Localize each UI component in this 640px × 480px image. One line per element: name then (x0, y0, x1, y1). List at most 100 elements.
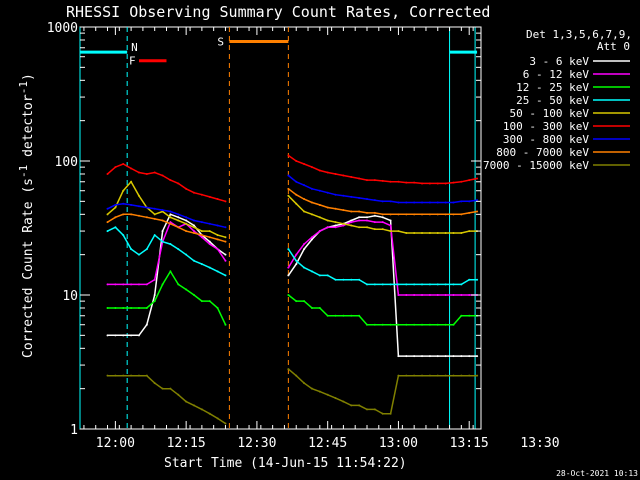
data-point-12-25-kev (200, 300, 203, 303)
data-point-50-100-kev (460, 232, 463, 235)
data-point-300-800-kev (373, 199, 376, 202)
data-point-100-300-kev (200, 193, 203, 196)
data-point-6-12-kev (122, 283, 125, 286)
data-point-6-12-kev (106, 283, 109, 286)
x-tick-label: 13:15 (450, 436, 489, 451)
data-point-300-800-kev (326, 191, 329, 194)
data-point-7000-15000-kev (287, 368, 290, 371)
data-point-300-800-kev (161, 209, 164, 212)
data-point-300-800-kev (334, 193, 337, 196)
x-tick-label: 12:45 (308, 436, 347, 451)
data-point-50-100-kev (114, 206, 117, 209)
data-point-800-7000-kev (373, 211, 376, 214)
y-tick-label: 10 (62, 289, 78, 304)
data-point-12-25-kev (468, 314, 471, 317)
data-point-7000-15000-kev (177, 393, 180, 396)
data-point-300-800-kev (389, 200, 392, 203)
data-point-25-50-kev (193, 259, 196, 262)
data-point-50-100-kev (373, 228, 376, 231)
data-point-7000-15000-kev (153, 382, 156, 385)
data-point-50-100-kev (216, 234, 219, 237)
data-point-3-6-kev (303, 248, 306, 251)
data-point-800-7000-kev (358, 210, 361, 213)
data-point-6-12-kev (130, 283, 133, 286)
data-point-300-800-kev (436, 201, 439, 204)
data-point-12-25-kev (208, 300, 211, 303)
data-point-6-12-kev (114, 283, 117, 286)
data-point-12-25-kev (452, 323, 455, 326)
data-point-300-800-kev (468, 200, 471, 203)
data-point-3-6-kev (295, 263, 298, 266)
data-point-100-300-kev (295, 160, 298, 162)
data-point-3-6-kev (122, 334, 125, 337)
data-point-800-7000-kev (350, 210, 353, 213)
data-point-12-25-kev (303, 300, 306, 303)
data-point-6-12-kev (421, 294, 424, 296)
data-point-300-800-kev (303, 184, 306, 187)
data-point-12-25-kev (326, 314, 329, 317)
data-point-7000-15000-kev (137, 374, 140, 377)
data-point-7000-15000-kev (444, 374, 447, 377)
x-tick-label: 13:30 (520, 436, 559, 451)
plot-frame (79, 26, 482, 430)
data-point-25-50-kev (405, 283, 408, 286)
data-point-300-800-kev (200, 221, 203, 224)
data-point-800-7000-kev (452, 213, 455, 216)
data-point-12-25-kev (122, 306, 125, 309)
data-point-25-50-kev (460, 283, 463, 286)
data-point-3-6-kev (365, 216, 368, 219)
data-point-6-12-kev (436, 294, 439, 296)
data-point-300-800-kev (358, 196, 361, 199)
data-point-12-25-kev (145, 306, 148, 309)
data-point-100-300-kev (436, 182, 439, 185)
data-point-100-300-kev (421, 182, 424, 185)
data-point-3-6-kev (287, 274, 290, 277)
data-point-50-100-kev (161, 210, 164, 213)
data-point-300-800-kev (224, 226, 227, 229)
data-point-800-7000-kev (303, 198, 306, 201)
data-point-300-800-kev (405, 201, 408, 204)
data-point-800-7000-kev (342, 209, 345, 212)
data-point-7000-15000-kev (373, 408, 376, 411)
data-point-6-12-kev (365, 219, 368, 222)
data-point-100-300-kev (287, 154, 290, 157)
data-point-3-6-kev (358, 216, 361, 219)
data-point-6-12-kev (318, 230, 321, 233)
data-point-3-6-kev (397, 355, 400, 358)
flare-label: F (129, 55, 136, 68)
x-tick-label: 12:15 (167, 436, 206, 451)
data-point-100-300-kev (460, 180, 463, 183)
data-point-100-300-kev (318, 169, 321, 172)
data-point-6-12-kev (397, 294, 400, 296)
data-point-7000-15000-kev (208, 412, 211, 415)
data-point-25-50-kev (169, 243, 172, 246)
data-point-800-7000-kev (216, 238, 219, 241)
data-point-7000-15000-kev (303, 382, 306, 385)
legend-header-line1: Det 1,3,5,6,7,9, (526, 28, 632, 41)
data-point-7000-15000-kev (460, 374, 463, 377)
series-line-50-100-kev-before-saa (107, 180, 226, 238)
data-point-3-6-kev (161, 230, 164, 233)
data-point-25-50-kev (397, 283, 400, 286)
data-point-800-7000-kev (460, 213, 463, 216)
data-point-7000-15000-kev (145, 374, 148, 377)
data-point-25-50-kev (373, 283, 376, 286)
data-point-800-7000-kev (476, 210, 479, 213)
data-point-25-50-kev (365, 283, 368, 286)
data-point-300-800-kev (428, 201, 431, 204)
data-point-100-300-kev (476, 177, 479, 180)
data-point-300-800-kev (177, 213, 180, 216)
data-point-3-6-kev (137, 334, 140, 337)
data-point-6-12-kev (389, 224, 392, 227)
data-point-12-25-kev (216, 306, 219, 309)
data-point-300-800-kev (444, 201, 447, 204)
data-point-50-100-kev (444, 232, 447, 235)
legend-label-50-100-kev: 50 - 100 keV (510, 107, 590, 120)
data-point-25-50-kev (318, 274, 321, 277)
data-point-3-6-kev (405, 355, 408, 358)
x-axis-label: Start Time (14-Jun-15 11:54:22) (164, 456, 407, 471)
data-point-6-12-kev (303, 243, 306, 246)
data-point-6-12-kev (334, 226, 337, 229)
data-point-25-50-kev (468, 278, 471, 281)
data-point-7000-15000-kev (381, 412, 384, 415)
